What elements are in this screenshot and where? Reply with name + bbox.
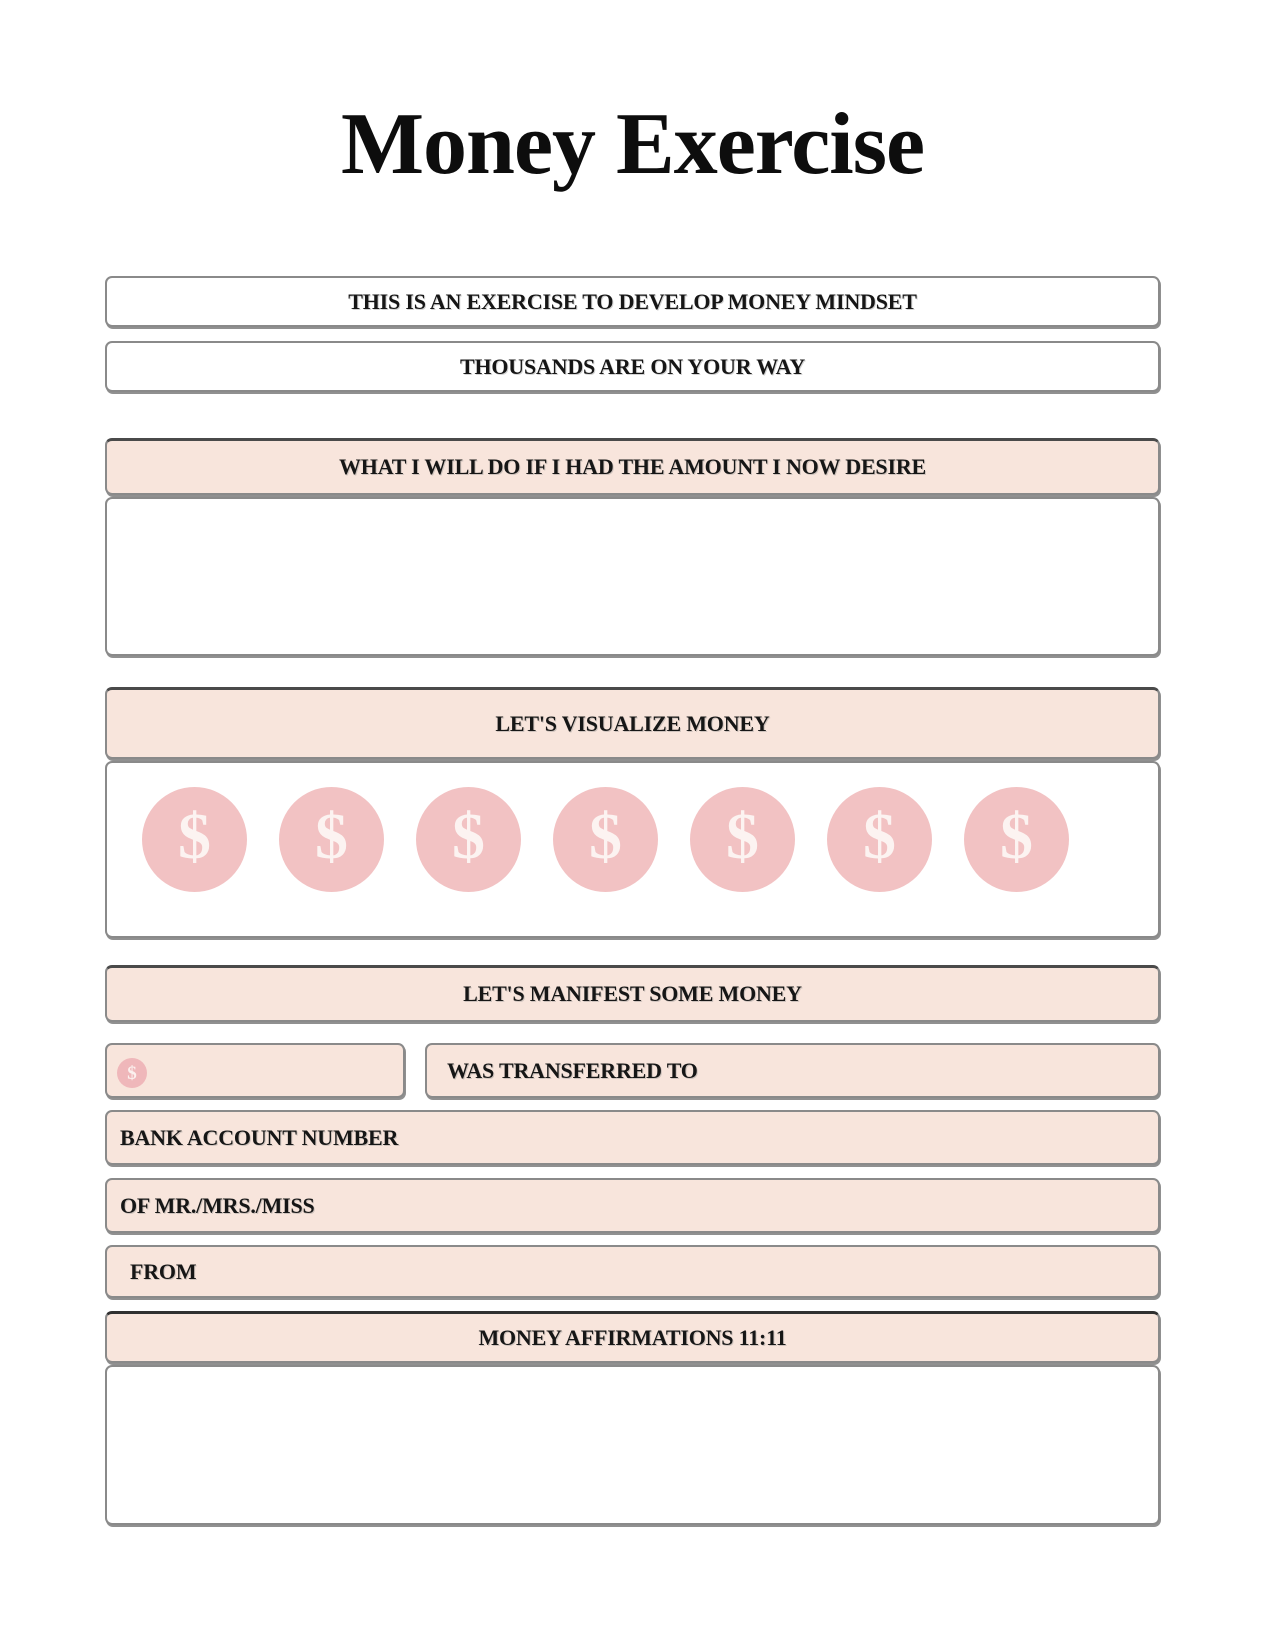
intro-statement-box-1: THIS IS AN EXERCISE TO DEVELOP MONEY MIN… — [105, 276, 1160, 327]
desire-section-header: WHAT I WILL DO IF I HAD THE AMOUNT I NOW… — [105, 438, 1160, 495]
dollar-glyph: $ — [589, 799, 622, 873]
dollar-circle-icon: $ — [827, 787, 932, 892]
amount-input-field[interactable]: $ — [105, 1043, 405, 1098]
recipient-name-field[interactable]: OF MR./MRS./MISS — [105, 1178, 1160, 1233]
desire-answer-area[interactable] — [105, 497, 1160, 656]
intro-statement-2: THOUSANDS ARE ON YOUR WAY — [459, 353, 806, 379]
bank-account-number-field[interactable]: BANK ACCOUNT NUMBER — [105, 1110, 1160, 1165]
dollar-glyph: $ — [452, 799, 485, 873]
dollar-circle-icon: $ — [690, 787, 795, 892]
desire-header-label: WHAT I WILL DO IF I HAD THE AMOUNT I NOW… — [339, 454, 926, 479]
visualize-header-label: LET'S VISUALIZE MONEY — [495, 710, 770, 736]
intro-statement-box-2: THOUSANDS ARE ON YOUR WAY — [105, 341, 1160, 392]
from-field[interactable]: FROM — [105, 1245, 1160, 1298]
bank-account-number-label: BANK ACCOUNT NUMBER — [120, 1124, 399, 1150]
dollar-circle-icon: $ — [279, 787, 384, 892]
from-label: FROM — [130, 1258, 197, 1284]
dollar-circle-icon: $ — [142, 787, 247, 892]
recipient-name-label: OF MR./MRS./MISS — [120, 1192, 315, 1218]
dollar-circle-icon: $ — [553, 787, 658, 892]
transferred-to-field[interactable]: WAS TRANSFERRED TO — [425, 1043, 1160, 1098]
manifest-header-label: LET'S MANIFEST SOME MONEY — [463, 981, 802, 1006]
dollar-glyph: $ — [726, 799, 759, 873]
visualize-icons-area: $ $ $ $ $ $ $ — [105, 761, 1160, 938]
manifest-section-header: LET'S MANIFEST SOME MONEY — [105, 965, 1160, 1022]
page-title: Money Exercise — [340, 96, 925, 193]
dollar-glyph: $ — [1000, 799, 1033, 873]
dollar-circle-icon: $ — [964, 787, 1069, 892]
dollar-badge-icon: $ — [117, 1058, 147, 1088]
affirmations-answer-area[interactable] — [105, 1365, 1160, 1525]
transferred-to-label: WAS TRANSFERRED TO — [447, 1057, 698, 1083]
dollar-circle-icon: $ — [416, 787, 521, 892]
dollar-glyph: $ — [315, 799, 348, 873]
visualize-section-header: LET'S VISUALIZE MONEY — [105, 687, 1160, 759]
affirmations-section-header: MONEY AFFIRMATIONS 11:11 — [105, 1311, 1160, 1363]
affirmations-header-label: MONEY AFFIRMATIONS 11:11 — [478, 1324, 787, 1350]
intro-statement-1: THIS IS AN EXERCISE TO DEVELOP MONEY MIN… — [348, 288, 917, 314]
dollar-badge-glyph: $ — [127, 1062, 137, 1084]
dollar-glyph: $ — [178, 799, 211, 873]
dollar-glyph: $ — [863, 799, 896, 873]
